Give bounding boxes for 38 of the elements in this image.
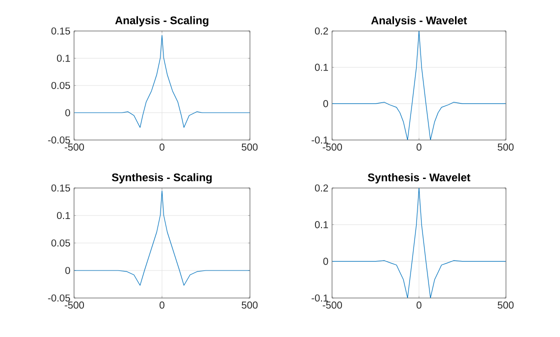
x-tick-label: 0 (416, 144, 422, 151)
chart-title: Synthesis - Wavelet (368, 173, 470, 184)
line-series (332, 188, 506, 298)
x-tick-label: 0 (160, 302, 164, 309)
y-tick-label: 0.05 (51, 82, 70, 90)
y-tick-label: -0.1 (312, 136, 328, 144)
x-tick-label: 500 (498, 302, 514, 309)
x-tick-label: 500 (242, 144, 258, 151)
y-tick-label: 0.1 (56, 212, 70, 220)
x-tick-label: -500 (64, 302, 84, 309)
y-tick-label: 0.15 (51, 184, 70, 192)
chart-title: Analysis - Scaling (115, 16, 208, 26)
y-tick-label: 0 (323, 100, 328, 108)
line-series (74, 190, 250, 286)
y-tick-label: 0.2 (314, 27, 328, 35)
y-tick-label: 0 (65, 266, 70, 274)
y-tick-label: 0.05 (51, 239, 70, 247)
x-tick-label: 0 (160, 144, 164, 151)
x-tick-label: 500 (498, 144, 514, 151)
y-tick-label: 0.1 (314, 221, 328, 228)
x-tick-label: -500 (322, 144, 342, 151)
line-series (332, 31, 506, 140)
x-tick-label: 500 (242, 302, 258, 309)
y-tick-label: 0.15 (51, 27, 70, 35)
y-tick-label: 0.2 (314, 184, 328, 192)
chart-title: Analysis - Wavelet (371, 16, 467, 26)
x-tick-label: -500 (64, 144, 84, 151)
y-tick-label: 0.1 (314, 64, 328, 71)
line-series (74, 35, 250, 128)
y-tick-label: 0 (65, 109, 70, 116)
x-tick-label: -500 (322, 302, 342, 309)
chart-title: Synthesis - Scaling (112, 173, 212, 184)
y-tick-label: 0.1 (56, 54, 70, 62)
y-tick-label: 0 (323, 258, 328, 265)
x-tick-label: 0 (416, 302, 422, 309)
y-tick-label: -0.1 (312, 294, 328, 302)
y-tick-label: -0.05 (48, 136, 70, 144)
y-tick-label: -0.05 (48, 294, 70, 302)
